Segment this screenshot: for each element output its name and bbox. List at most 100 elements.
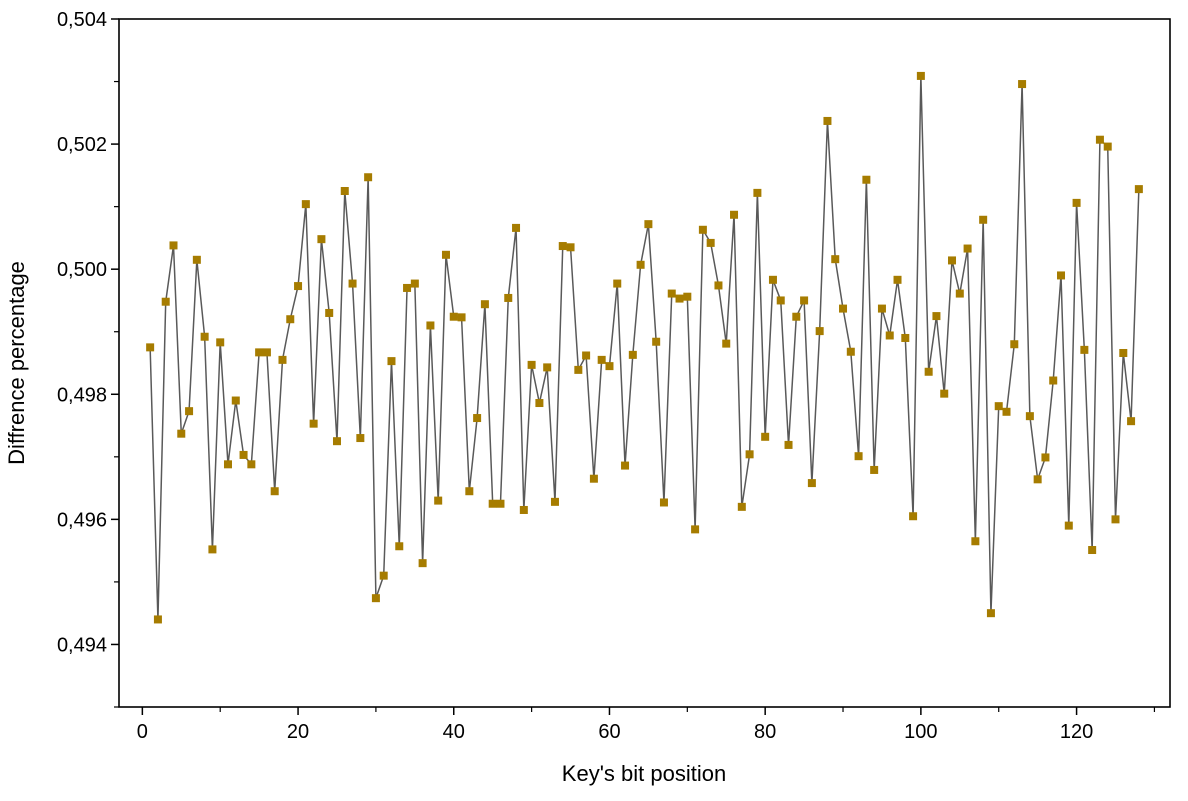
data-markers	[146, 71, 1143, 624]
data-point	[185, 407, 194, 416]
data-point	[512, 223, 521, 232]
data-point	[1095, 135, 1104, 144]
data-point	[216, 338, 225, 347]
data-point	[714, 281, 723, 290]
data-point	[325, 308, 334, 317]
data-point	[1119, 348, 1128, 357]
x-tick-label: 0	[137, 721, 148, 743]
data-point	[628, 350, 637, 359]
data-point	[1103, 142, 1112, 151]
data-point	[161, 297, 170, 306]
data-point	[1057, 271, 1066, 280]
x-tick-label: 20	[287, 721, 309, 743]
data-point	[706, 238, 715, 247]
data-point	[667, 289, 676, 298]
data-point	[200, 332, 209, 341]
data-point	[644, 220, 653, 229]
data-point	[403, 283, 412, 292]
data-point	[800, 296, 809, 305]
data-point	[1080, 345, 1089, 354]
data-point	[574, 365, 583, 374]
data-point	[722, 339, 731, 348]
data-point	[885, 331, 894, 340]
y-axis-title: Diffrence percentage	[4, 261, 29, 465]
data-point	[1010, 340, 1019, 349]
y-tick-label: 0,494	[57, 634, 107, 656]
data-point	[893, 275, 902, 284]
data-point	[543, 363, 552, 372]
data-point	[862, 175, 871, 184]
data-point	[909, 512, 918, 521]
y-tick-label: 0,498	[57, 384, 107, 406]
data-point	[550, 497, 559, 506]
data-point	[519, 505, 528, 514]
axes: 0 20 40 60 80 100 120 0,494 0,496 0,498 0,500 0,502…	[57, 9, 1156, 743]
data-point	[870, 465, 879, 474]
data-point	[527, 360, 536, 369]
data-point	[309, 419, 318, 428]
data-point	[831, 255, 840, 264]
data-point	[877, 304, 886, 313]
data-point	[1049, 376, 1058, 385]
data-point	[348, 279, 357, 288]
data-point	[247, 460, 256, 469]
data-point	[971, 537, 980, 546]
data-point	[652, 337, 661, 346]
data-point	[169, 241, 178, 250]
data-point	[387, 357, 396, 366]
data-point	[924, 367, 933, 376]
data-point	[792, 312, 801, 321]
x-tick-label: 60	[598, 721, 620, 743]
data-point	[823, 116, 832, 125]
data-point	[698, 225, 707, 234]
data-point	[301, 200, 310, 209]
data-point	[192, 255, 201, 264]
data-point	[496, 499, 505, 508]
data-point	[294, 282, 303, 291]
data-point	[434, 496, 443, 505]
data-point	[535, 399, 544, 408]
data-point	[940, 389, 949, 398]
data-point	[737, 502, 746, 511]
data-point	[1127, 417, 1136, 426]
data-point	[504, 293, 513, 302]
data-point	[597, 355, 606, 364]
data-point	[605, 362, 614, 371]
data-point	[761, 432, 770, 441]
data-point	[395, 542, 404, 551]
data-point	[449, 312, 458, 321]
data-point	[488, 499, 497, 508]
data-point	[1134, 185, 1143, 194]
data-point	[784, 440, 793, 449]
y-tick-label: 0,496	[57, 509, 107, 531]
x-tick-label: 80	[754, 721, 776, 743]
x-tick-label: 120	[1060, 721, 1093, 743]
data-point	[839, 304, 848, 313]
data-point	[613, 279, 622, 288]
data-point	[270, 487, 279, 496]
data-point	[465, 487, 474, 496]
data-point	[286, 315, 295, 324]
data-point	[177, 429, 186, 438]
data-point	[356, 434, 365, 443]
data-point	[566, 243, 575, 252]
data-point	[636, 260, 645, 269]
data-point	[410, 279, 419, 288]
data-point	[480, 300, 489, 309]
data-point	[955, 289, 964, 298]
data-point	[730, 210, 739, 219]
data-point	[317, 235, 326, 244]
data-point	[255, 348, 264, 357]
data-point	[807, 479, 816, 488]
data-point	[1072, 198, 1081, 207]
data-point	[1018, 80, 1027, 89]
data-point	[146, 343, 155, 352]
data-point	[208, 545, 217, 554]
data-point	[441, 250, 450, 259]
data-point	[1064, 521, 1073, 530]
data-point	[589, 474, 598, 483]
data-point	[994, 402, 1003, 411]
data-point	[948, 256, 957, 265]
y-tick-label: 0,504	[57, 9, 107, 31]
data-point	[691, 525, 700, 534]
